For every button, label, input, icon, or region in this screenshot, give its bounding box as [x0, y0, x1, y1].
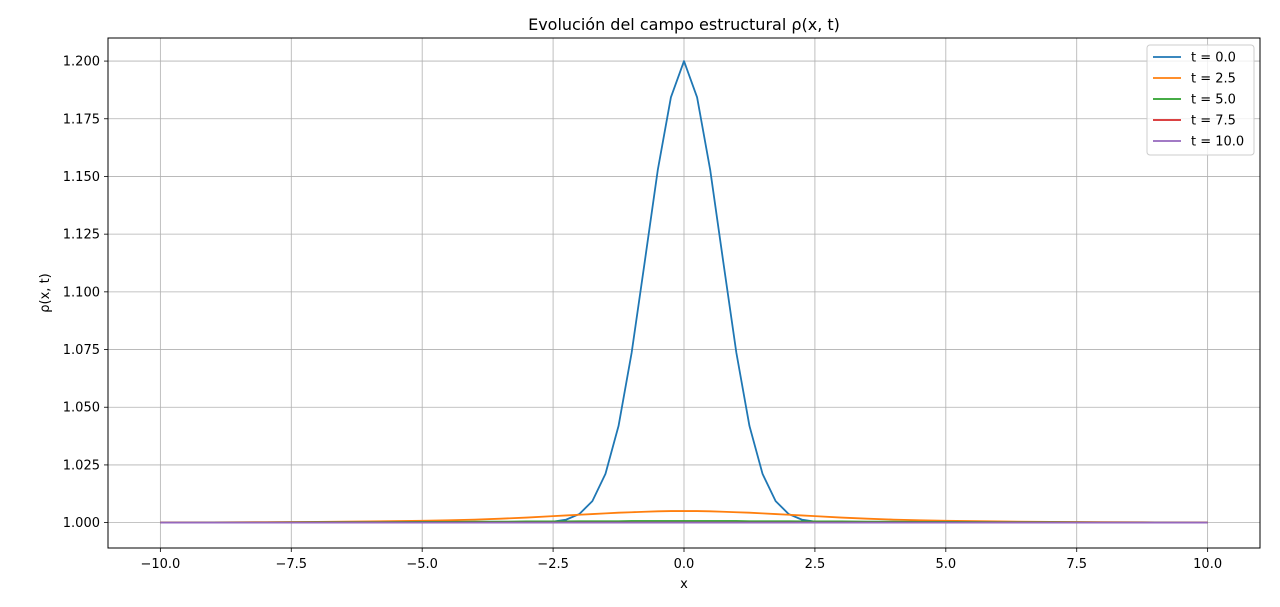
legend-entry: t = 5.0	[1191, 93, 1236, 108]
y-tick-label: 1.200	[63, 55, 100, 70]
x-tick-label: −10.0	[140, 557, 180, 572]
legend-box	[1146, 44, 1255, 156]
y-axis-label: ρ(x, t)	[38, 273, 53, 312]
x-tick-label: 10.0	[1193, 557, 1222, 572]
y-tick-label: 1.100	[63, 285, 100, 300]
x-tick-label: −2.5	[537, 557, 569, 572]
x-tick-label: −5.0	[406, 557, 438, 572]
y-tick-label: 1.150	[63, 170, 100, 185]
series-line-1	[160, 510, 1208, 524]
x-tick-label: 5.0	[935, 557, 956, 572]
x-axis-label: x	[680, 577, 688, 592]
legend-entry: t = 7.5	[1191, 114, 1236, 129]
y-tick-label: 1.075	[63, 343, 100, 358]
y-tick-label: 1.050	[63, 401, 100, 416]
y-axis: 1.000 1.025 1.050 1.075 1.100 1.125 1.150 1.175…	[63, 55, 108, 531]
legend: t = 0.0 t = 2.5 t = 5.0 t = 7.5 t = 10.0	[1146, 44, 1255, 156]
chart-title: Evolución del campo estructural ρ(x, t)	[528, 15, 840, 34]
legend-entry: t = 0.0	[1191, 51, 1236, 66]
y-tick-label: 1.025	[63, 458, 100, 473]
y-tick-label: 1.125	[63, 228, 100, 243]
legend-entry: t = 2.5	[1191, 72, 1236, 87]
y-tick-label: 1.000	[63, 516, 100, 531]
x-axis: −10.0 −7.5 −5.0 −2.5 0.0 2.5 5.0 7.5 10.0	[140, 548, 1222, 572]
x-tick-label: 7.5	[1066, 557, 1087, 572]
x-tick-label: 2.5	[805, 557, 826, 572]
x-tick-label: −7.5	[275, 557, 307, 572]
y-tick-label: 1.175	[63, 112, 100, 127]
x-tick-label: 0.0	[674, 557, 695, 572]
legend-entry: t = 10.0	[1191, 135, 1244, 150]
series-layer	[160, 60, 1208, 524]
